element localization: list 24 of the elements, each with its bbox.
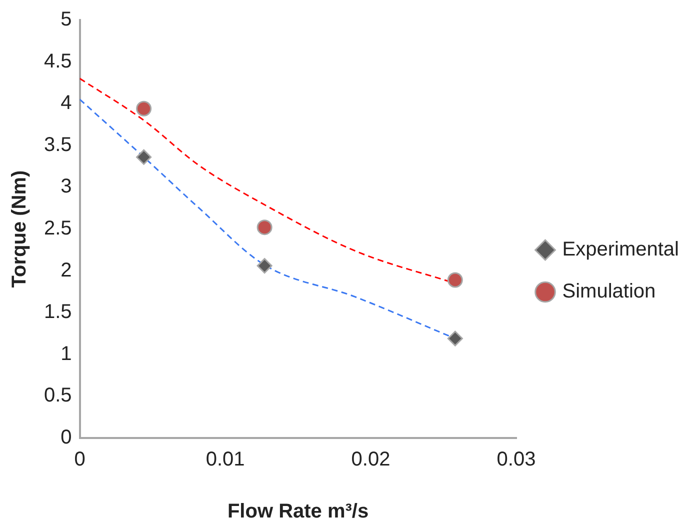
legend-label: Simulation <box>562 280 656 303</box>
y-tick-label: 4.5 <box>44 50 72 72</box>
y-tick-label: 4 <box>60 92 72 114</box>
x-axis-title: Flow Rate m³/s <box>227 500 369 523</box>
y-tick-label: 0 <box>60 426 72 449</box>
y-tick-label: 2.5 <box>44 218 72 240</box>
x-tick-label: 0.01 <box>206 448 245 471</box>
point <box>447 272 463 288</box>
x-tick-label: 0.03 <box>496 448 536 471</box>
x-tick-label: 0.02 <box>351 448 390 471</box>
y-tick-label: 1 <box>60 342 72 365</box>
legend-label: Experimental <box>562 238 679 261</box>
y-tick-label: 3.5 <box>44 134 72 156</box>
y-tick-label: 2 <box>60 259 72 282</box>
y-axis-title: Torque (Nm) <box>8 170 31 288</box>
y-tick-label: 0.5 <box>44 384 72 407</box>
point <box>256 258 272 274</box>
y-tick-label: 1.5 <box>44 301 72 324</box>
point <box>447 330 463 346</box>
point <box>136 100 152 116</box>
y-tick-label: 3 <box>60 176 72 198</box>
point <box>256 220 272 236</box>
y-tick-label: 5 <box>60 8 72 31</box>
point <box>136 149 152 165</box>
